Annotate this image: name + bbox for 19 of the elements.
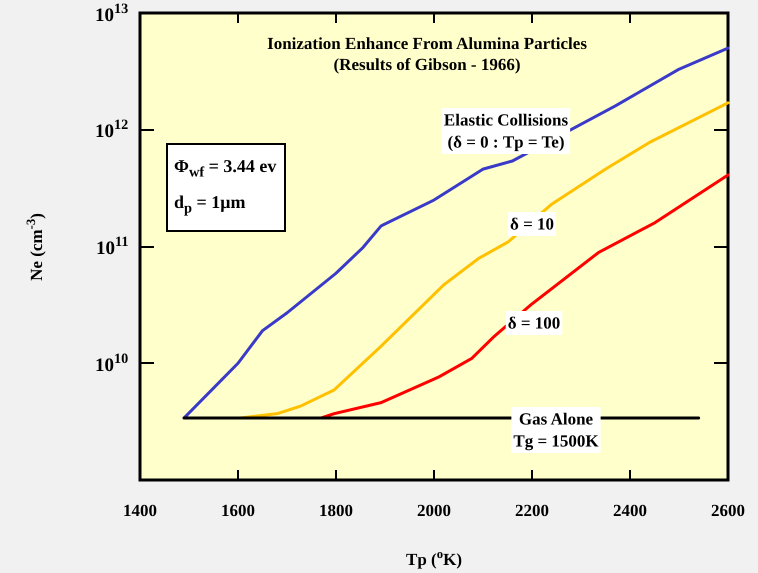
text: Φ$_{wf}$ = 3.44 ev d$_{p}$ = 1μm bbox=[174, 156, 276, 217]
y-tick-label: 10$^{13}$ bbox=[95, 0, 128, 26]
text: (Results of Gibson - 1966) bbox=[333, 55, 521, 74]
series-label: δ = 100 bbox=[508, 314, 560, 332]
x-tick-label: 1600 bbox=[221, 501, 255, 520]
series-label: Elastic Collisions (δ = 0 : Tp = Te) bbox=[444, 110, 568, 152]
x-axis-title: Tp ($^{o}$K) bbox=[406, 547, 462, 569]
series-label: Gas Alone Tg = 1500K bbox=[513, 410, 600, 450]
y-tick-label: 10$^{12}$ bbox=[95, 117, 128, 142]
x-tick-label: 2200 bbox=[515, 501, 549, 520]
x-tick-label: 1400 bbox=[123, 501, 157, 520]
series-label: δ = 10 bbox=[510, 214, 554, 234]
text: Ionization Enhance From Alumina Particles bbox=[267, 34, 588, 53]
y-tick-label: 10$^{11}$ bbox=[96, 234, 128, 259]
x-tick-label: 2600 bbox=[711, 501, 745, 520]
x-tick-label: 1800 bbox=[319, 501, 353, 520]
x-tick-label: 2400 bbox=[613, 501, 647, 520]
y-tick-label: 10$^{10}$ bbox=[95, 350, 128, 376]
x-tick-label: 2000 bbox=[417, 501, 451, 520]
